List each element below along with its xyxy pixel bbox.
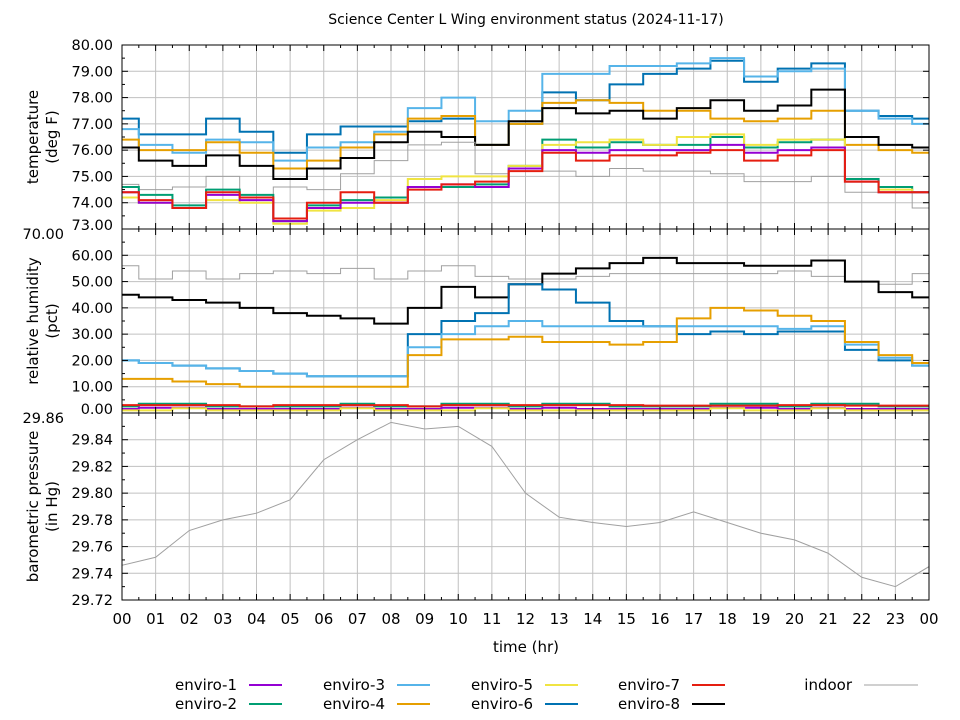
legend-item-enviro-4: enviro-4 xyxy=(323,695,430,713)
y-tick-label: 80.00 xyxy=(71,38,113,54)
legend-label: enviro-2 xyxy=(175,695,237,713)
series-enviro-7-panel-1 xyxy=(122,149,929,220)
y-tick-label: 40.00 xyxy=(71,301,113,317)
series-enviro-1-panel-1 xyxy=(122,143,929,223)
legend-label: enviro-3 xyxy=(323,676,385,694)
y-axis-label-line: (pct) xyxy=(43,303,61,338)
series-indoor-panel-3 xyxy=(122,421,929,588)
y-tick-label: 73.00 xyxy=(71,218,113,234)
x-tick-label: 17 xyxy=(684,610,703,628)
x-tick-label: 16 xyxy=(650,610,669,628)
y-tick-label: 60.00 xyxy=(71,248,113,264)
x-tick-label: 04 xyxy=(247,610,266,628)
series-indoor-panel-2 xyxy=(122,265,929,285)
x-tick-label: 09 xyxy=(415,610,434,628)
legend-label: enviro-7 xyxy=(618,676,680,694)
legend-item-enviro-6: enviro-6 xyxy=(471,695,578,713)
x-tick-label: 18 xyxy=(718,610,737,628)
x-tick-label: 19 xyxy=(751,610,770,628)
y-axis-label-line: temperature xyxy=(24,90,42,184)
x-tick-label: 12 xyxy=(516,610,535,628)
x-tick-label: 00 xyxy=(919,610,938,628)
legend-item-enviro-7: enviro-7 xyxy=(618,676,725,694)
y-tick-label: 29.74 xyxy=(71,566,113,582)
y-tick-label: 20.00 xyxy=(71,353,113,369)
y-axis-label-line: barometric pressure xyxy=(24,431,42,583)
y-tick-label: 75.00 xyxy=(71,169,113,185)
y-axis-label-line: (deg F) xyxy=(43,110,61,163)
y-tick-label: 76.00 xyxy=(71,143,113,159)
y-tick-label: 74.00 xyxy=(71,196,113,212)
y-axis-label-line: (in Hg) xyxy=(43,481,61,532)
legend-label: enviro-8 xyxy=(618,695,680,713)
y-axis-label: relative humidity (pct) xyxy=(24,257,61,385)
x-tick-label: 11 xyxy=(482,610,501,628)
legend-item-enviro-3: enviro-3 xyxy=(323,676,430,694)
y-tick-label: 30.00 xyxy=(71,327,113,343)
legend-item-enviro-2: enviro-2 xyxy=(175,695,282,713)
legend-label: indoor xyxy=(804,676,853,694)
panel-plot xyxy=(122,57,929,225)
x-tick-label: 08 xyxy=(381,610,400,628)
x-tick-label: 21 xyxy=(819,610,838,628)
y-tick-label: 0.00 xyxy=(81,402,113,418)
y-tick-label: 29.82 xyxy=(71,459,113,475)
y-tick-label: 70.00 xyxy=(22,227,64,243)
x-tick-label: 02 xyxy=(180,610,199,628)
y-axis-label: temperature (deg F) xyxy=(24,90,61,184)
y-tick-label: 29.80 xyxy=(71,486,113,502)
legend-label: enviro-6 xyxy=(471,695,533,713)
legend-item-enviro-8: enviro-8 xyxy=(618,695,725,713)
y-tick-label: 29.76 xyxy=(71,540,113,556)
x-axis-label: time (hr) xyxy=(493,638,559,656)
x-tick-label: 14 xyxy=(583,610,602,628)
y-tick-label: 77.00 xyxy=(71,117,113,133)
panel-plot xyxy=(122,421,929,588)
legend-item-indoor: indoor xyxy=(804,676,918,694)
y-tick-label: 50.00 xyxy=(71,275,113,291)
x-tick-label: 06 xyxy=(314,610,333,628)
x-tick-label: 05 xyxy=(281,610,300,628)
x-tick-label: 20 xyxy=(785,610,804,628)
legend-label: enviro-4 xyxy=(323,695,385,713)
x-tick-label: 23 xyxy=(886,610,905,628)
series-enviro-4-panel-2 xyxy=(122,306,929,388)
y-axis-label-line: relative humidity xyxy=(24,257,42,385)
series-enviro-3-panel-1 xyxy=(122,57,929,162)
series-enviro-7-panel-2 xyxy=(122,404,929,408)
x-tick-label: 00 xyxy=(112,610,131,628)
x-tick-label: 03 xyxy=(213,610,232,628)
legend-label: enviro-1 xyxy=(175,676,237,694)
series-enviro-3-panel-2 xyxy=(122,320,929,378)
series-enviro-4-panel-1 xyxy=(122,99,929,170)
chart-title: Science Center L Wing environment status… xyxy=(328,12,724,28)
x-tick-label: 13 xyxy=(550,610,569,628)
x-tick-label: 10 xyxy=(449,610,468,628)
x-tick-label: 01 xyxy=(146,610,165,628)
x-tick-label: 15 xyxy=(617,610,636,628)
panel-frame xyxy=(121,412,930,601)
y-tick-label: 29.72 xyxy=(71,593,113,609)
y-tick-label: 79.00 xyxy=(71,64,113,80)
series-enviro-8-panel-1 xyxy=(122,88,929,181)
legend-label: enviro-5 xyxy=(471,676,533,694)
x-tick-label: 07 xyxy=(348,610,367,628)
y-tick-label: 29.86 xyxy=(22,411,64,427)
series-enviro-5-panel-1 xyxy=(122,133,929,225)
legend-item-enviro-5: enviro-5 xyxy=(471,676,578,694)
y-axis-label: barometric pressure (in Hg) xyxy=(24,431,61,583)
legend-item-enviro-1: enviro-1 xyxy=(175,676,282,694)
x-tick-label: 22 xyxy=(852,610,871,628)
y-tick-label: 29.78 xyxy=(71,513,113,529)
y-tick-label: 78.00 xyxy=(71,91,113,107)
y-tick-label: 29.84 xyxy=(71,433,113,449)
y-tick-label: 10.00 xyxy=(71,380,113,396)
